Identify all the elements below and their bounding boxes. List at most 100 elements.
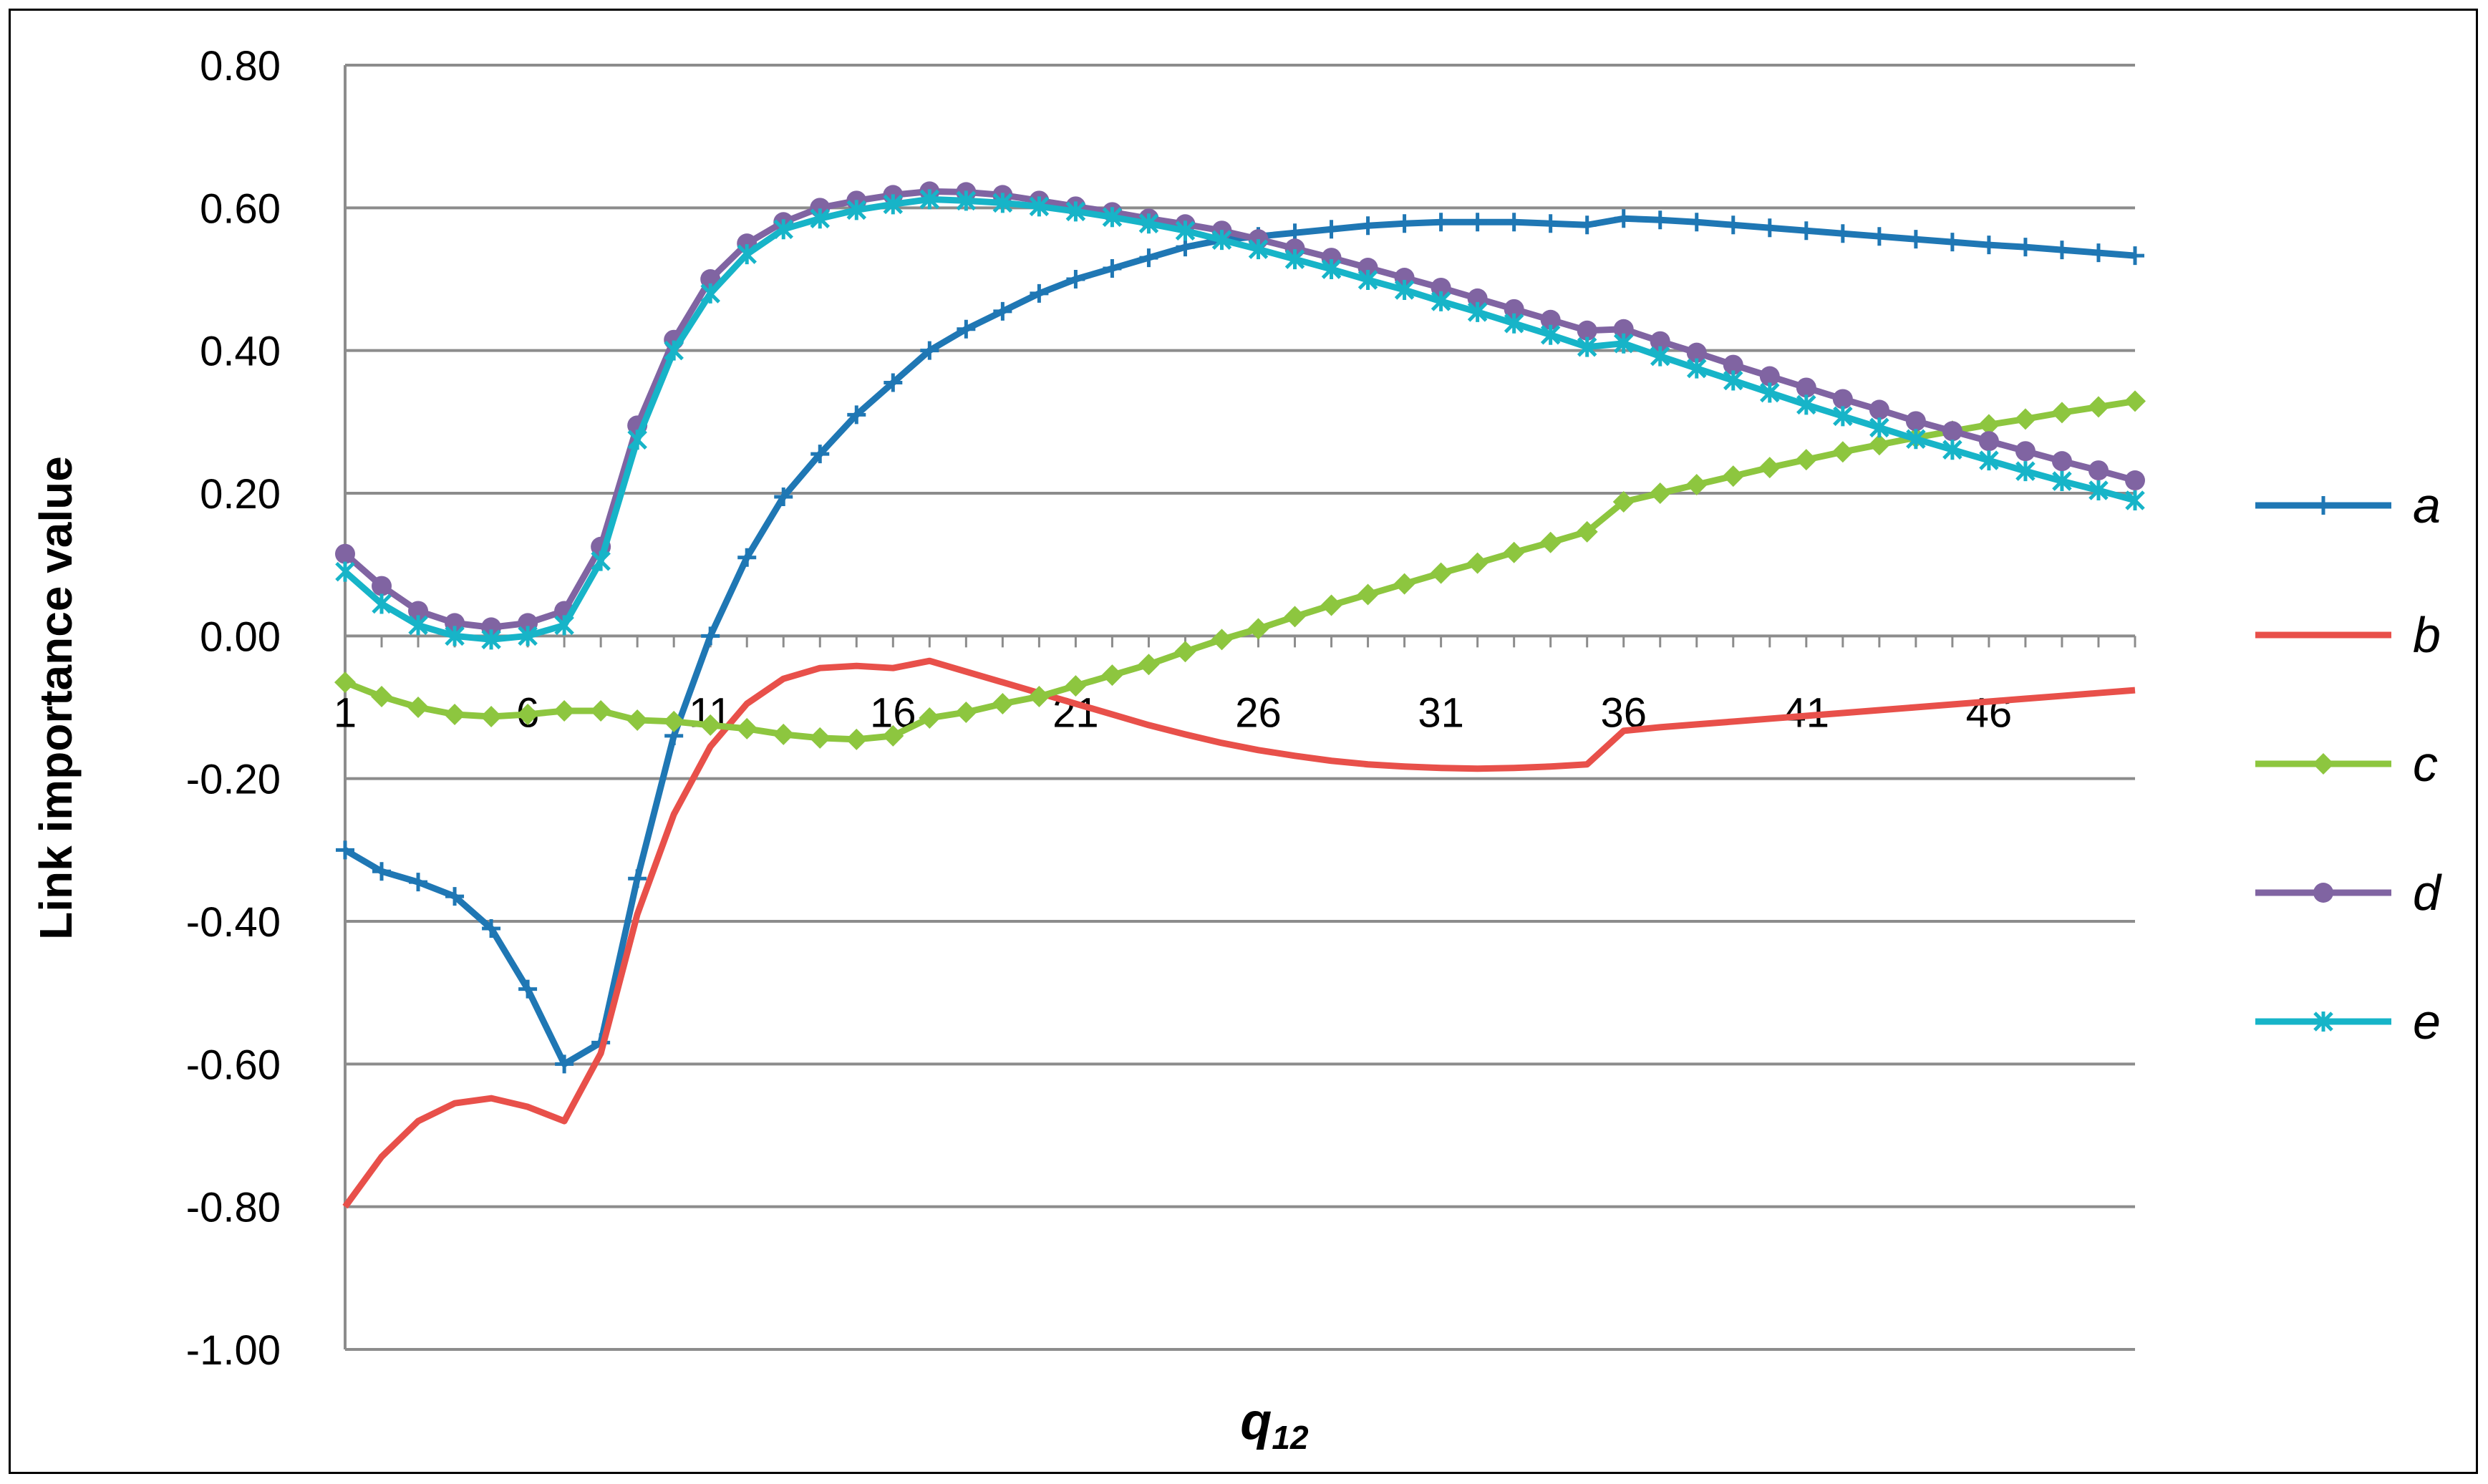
data-point xyxy=(737,548,757,567)
data-point xyxy=(1869,399,1889,420)
data-point xyxy=(590,699,612,722)
data-point xyxy=(2015,441,2036,462)
data-point xyxy=(518,979,538,999)
data-point xyxy=(1686,358,1707,379)
data-point xyxy=(1978,431,1999,452)
data-point xyxy=(1978,414,2000,436)
data-point xyxy=(1577,320,1597,341)
data-point xyxy=(919,189,940,210)
data-point xyxy=(1906,230,1925,249)
data-point xyxy=(408,615,428,636)
legend-entry-b: b xyxy=(2255,607,2441,663)
data-point xyxy=(1504,299,1524,319)
data-point xyxy=(1722,465,1744,488)
data-point xyxy=(1869,227,1889,246)
data-point xyxy=(2051,451,2072,472)
data-point xyxy=(445,613,465,634)
data-point xyxy=(1247,618,1269,640)
data-point xyxy=(1176,238,1195,257)
data-point xyxy=(919,707,941,729)
data-point xyxy=(1687,213,1706,232)
data-point xyxy=(992,693,1014,715)
legend-label: e xyxy=(2413,994,2441,1049)
data-point xyxy=(810,208,831,229)
data-point xyxy=(1577,336,1597,357)
data-point xyxy=(846,728,868,750)
data-point xyxy=(555,1054,574,1074)
series-c xyxy=(334,390,2146,750)
data-point xyxy=(1393,573,1415,595)
data-point xyxy=(371,686,393,708)
data-point xyxy=(1322,220,1341,239)
data-point xyxy=(957,319,976,339)
data-point xyxy=(1320,594,1342,616)
y-tick-label: -0.40 xyxy=(186,899,281,946)
data-point xyxy=(1796,377,1816,398)
x-tick-label: 31 xyxy=(1418,689,1464,736)
data-point xyxy=(1979,450,1999,471)
y-tick-label: -0.60 xyxy=(186,1042,281,1088)
data-point xyxy=(2313,753,2334,775)
data-point xyxy=(2088,480,2109,501)
data-point xyxy=(701,626,720,646)
data-point xyxy=(408,601,429,621)
data-point xyxy=(1833,406,1853,427)
data-point xyxy=(591,551,611,571)
data-point xyxy=(481,629,501,650)
data-point xyxy=(1869,417,1889,438)
data-point xyxy=(664,340,684,361)
series-line-b xyxy=(342,657,2136,1209)
y-tick-label: 0.80 xyxy=(200,43,281,89)
data-point xyxy=(1030,283,1049,303)
data-point xyxy=(1357,583,1379,606)
data-point xyxy=(1321,259,1342,280)
data-point xyxy=(372,576,392,596)
legend-entry-c: c xyxy=(2255,736,2438,792)
data-point xyxy=(773,219,794,240)
data-point xyxy=(2088,460,2109,481)
data-point xyxy=(335,561,355,582)
data-point xyxy=(1065,201,1086,222)
data-point xyxy=(1979,236,1998,255)
data-point xyxy=(1942,233,1962,252)
data-point xyxy=(1431,291,1451,311)
data-point xyxy=(1103,259,1122,278)
data-point xyxy=(627,430,647,450)
data-point xyxy=(1541,214,1560,233)
data-point xyxy=(1796,394,1816,415)
data-point xyxy=(920,341,939,360)
data-point xyxy=(810,445,830,464)
data-point xyxy=(1650,346,1670,367)
data-point xyxy=(1175,220,1196,241)
legend-label: c xyxy=(2413,736,2438,792)
y-axis-label: Link importance value xyxy=(30,456,82,940)
y-tick-label: 0.00 xyxy=(200,614,281,660)
data-point xyxy=(1066,270,1085,288)
data-point xyxy=(2313,1012,2333,1032)
data-point xyxy=(2126,246,2144,266)
data-point xyxy=(518,626,538,646)
data-point xyxy=(1832,389,1853,409)
series-line-d xyxy=(343,188,2136,631)
data-point xyxy=(774,487,793,506)
y-tick-label: -0.20 xyxy=(186,757,281,803)
data-point xyxy=(1577,215,1597,235)
data-point xyxy=(663,710,685,732)
x-tick-label: 46 xyxy=(1966,689,2013,736)
data-point xyxy=(1686,342,1707,363)
legend-entry-d: d xyxy=(2255,865,2442,921)
data-point xyxy=(445,626,465,646)
data-point xyxy=(1539,531,1562,553)
data-point xyxy=(1102,207,1123,228)
data-point xyxy=(2124,390,2146,412)
data-point xyxy=(336,840,354,860)
data-point xyxy=(407,697,430,718)
data-point xyxy=(628,869,647,888)
legend-label: d xyxy=(2413,865,2442,921)
data-point xyxy=(1906,429,1926,450)
data-point xyxy=(736,717,758,739)
data-point xyxy=(956,190,977,211)
data-point xyxy=(883,194,904,215)
data-point xyxy=(1650,210,1670,230)
x-tick-label: 1 xyxy=(334,689,357,736)
